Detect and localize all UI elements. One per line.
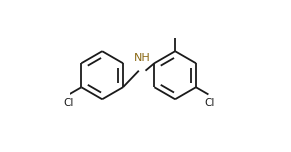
Text: Cl: Cl [205, 98, 215, 108]
Text: Cl: Cl [64, 98, 74, 108]
Text: NH: NH [134, 53, 150, 63]
